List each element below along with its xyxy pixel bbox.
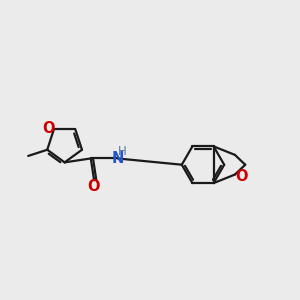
Text: O: O <box>87 179 100 194</box>
Text: O: O <box>42 121 55 136</box>
Text: O: O <box>236 169 248 184</box>
Text: H: H <box>118 146 127 158</box>
Text: N: N <box>112 151 124 166</box>
